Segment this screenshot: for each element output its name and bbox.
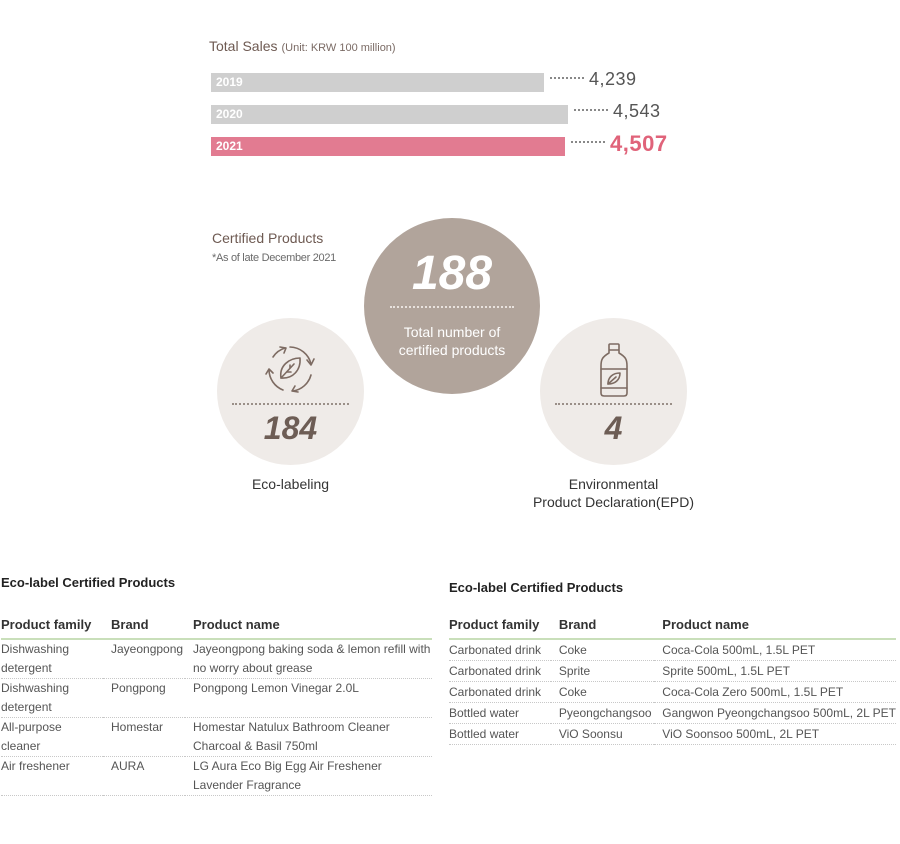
bar-leader-dots [550, 77, 584, 79]
table-body: Carbonated drink Coke Coca-Cola 500mL, 1.5… [449, 640, 896, 745]
table-cell: Coke [550, 640, 655, 661]
table-row: Air freshener AURA LG Aura Eco Big Egg Air… [1, 757, 432, 796]
epd-label-line2: Product Declaration(EPD) [532, 494, 695, 510]
table-row: Bottled water ViO Soonsu ViO Soonsoo 500mL… [449, 724, 896, 745]
table-row: Dishwashing detergent Jayeongpong Jayeongp… [1, 640, 432, 679]
total-dots-divider [390, 306, 514, 308]
table-cell: Air freshener [1, 757, 103, 796]
table-cell: Pongpong [103, 679, 185, 718]
bar-category-label: 2019 [216, 75, 243, 89]
bar-leader-dots [574, 109, 608, 111]
eco-dots-divider [232, 403, 349, 405]
table-cell: Bottled water [449, 724, 551, 745]
table-cell: Jayeongpong [103, 640, 185, 679]
table-cell: All-purpose cleaner [1, 718, 103, 757]
table-row: Carbonated drink Coke Coca-Cola Zero 500mL… [449, 682, 896, 703]
bar-category-label: 2020 [216, 107, 243, 121]
table-header-row: Product family Brand Product name [1, 617, 432, 640]
table-cell: Homestar Natulux Bathroom Cleaner Charco… [185, 718, 432, 757]
epd-number: 4 [604, 410, 623, 446]
table-cell: Sprite [550, 661, 655, 682]
table-cell: Carbonated drink [449, 640, 551, 661]
sales-chart-title: Total Sales (Unit: KRW 100 million) [209, 38, 396, 54]
table-cell: Pongpong Lemon Vinegar 2.0L [185, 679, 432, 718]
table-cell: ViO Soonsu [550, 724, 655, 745]
table-cell: Coca-Cola Zero 500mL, 1.5L PET [654, 682, 896, 703]
table-cell: Carbonated drink [449, 661, 551, 682]
table-cell: Dishwashing detergent [1, 679, 103, 718]
bar-2021: 2021 [211, 137, 565, 156]
epd-label: Environmental Product Declaration(EPD) [506, 475, 721, 511]
bar-category-label: 2021 [216, 139, 243, 153]
table-row: Dishwashing detergent Pongpong Pongpong Le… [1, 679, 432, 718]
epd-dots-divider [555, 403, 672, 405]
bottle-leaf-icon [600, 343, 628, 397]
bar-value-label: 4,239 [589, 69, 637, 89]
recycle-leaf-icon [265, 346, 315, 393]
eco-labeling-circle: 184 [217, 318, 364, 465]
table-cell: Coca-Cola 500mL, 1.5L PET [654, 640, 896, 661]
sales-unit-text: (Unit: KRW 100 million) [281, 42, 396, 54]
table-cell: LG Aura Eco Big Egg Air Freshener Lavend… [185, 757, 432, 796]
table-row: All-purpose cleaner Homestar Homestar Natu… [1, 718, 432, 757]
table-cell: Bottled water [449, 703, 551, 724]
bar-value-label: 4,543 [613, 101, 661, 121]
total-certified-number: 188 [411, 247, 493, 300]
table-header-row: Product family Brand Product name [449, 617, 896, 640]
total-certified-label: Total number of certified products [398, 324, 506, 358]
eco-labeling-number: 184 [263, 410, 318, 446]
table-row: Carbonated drink Coke Coca-Cola 500mL, 1.5… [449, 640, 896, 661]
table-cell: ViO Soonsoo 500mL, 2L PET [654, 724, 896, 745]
table-cell: Coke [550, 682, 655, 703]
bar-leader-dots [571, 141, 605, 143]
column-header: Product family [449, 617, 551, 640]
table-cell: Gangwon Pyeongchangsoo 500mL, 2L PET [654, 703, 896, 724]
left-eco-label-table: Product family Brand Product name Dishwash… [1, 617, 432, 796]
column-header: Product name [654, 617, 896, 640]
sales-title-text: Total Sales [209, 38, 278, 54]
epd-circle: 4 [540, 318, 687, 465]
certified-title: Certified Products [212, 230, 324, 246]
left-table-title: Eco-label Certified Products [1, 575, 176, 590]
bar-2020: 2020 [211, 105, 568, 124]
table-cell: Jayeongpong baking soda & lemon refill w… [185, 640, 432, 679]
table-row: Bottled water Pyeongchangsoo Gangwon Pyeon… [449, 703, 896, 724]
column-header: Brand [103, 617, 185, 640]
bar-2019: 2019 [211, 73, 544, 92]
table-cell: Sprite 500mL, 1.5L PET [654, 661, 896, 682]
table-cell: Pyeongchangsoo [550, 703, 655, 724]
column-header: Product family [1, 617, 103, 640]
table-cell: Carbonated drink [449, 682, 551, 703]
table-row: Carbonated drink Sprite Sprite 500mL, 1.5L… [449, 661, 896, 682]
table-cell: Dishwashing detergent [1, 640, 103, 679]
column-header: Brand [550, 617, 655, 640]
table-cell: AURA [103, 757, 185, 796]
eco-labeling-label: Eco-labeling [251, 476, 330, 492]
table-cell: Homestar [103, 718, 185, 757]
total-certified-circle: 188 Total number of certified products [364, 218, 540, 394]
column-header: Product name [185, 617, 432, 640]
certified-note: *As of late December 2021 [212, 252, 336, 264]
right-table-title: Eco-label Certified Products [449, 580, 624, 595]
epd-label-line1: Environmental [568, 476, 659, 492]
table-body: Dishwashing detergent Jayeongpong Jayeongp… [1, 640, 432, 796]
bar-value-label: 4,507 [610, 131, 668, 156]
right-eco-label-table: Product family Brand Product name Carbonat… [449, 617, 896, 745]
